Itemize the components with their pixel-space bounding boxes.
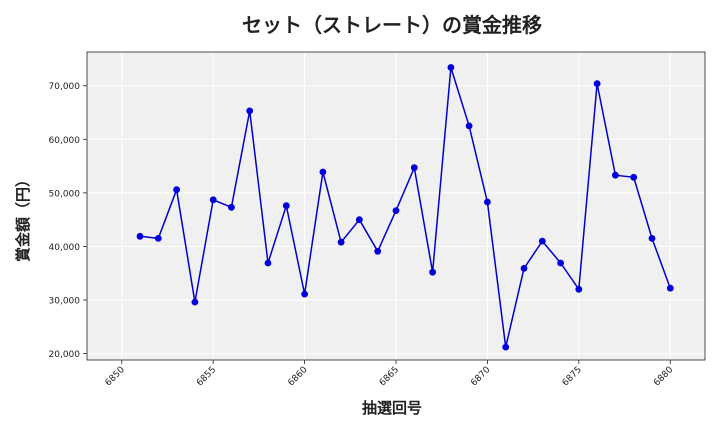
data-point <box>447 64 455 71</box>
y-axis: 20,000 30,000 40,000 50,000 60,000 70,000 <box>49 82 87 360</box>
data-point <box>648 235 656 242</box>
data-point <box>209 196 217 204</box>
data-point <box>154 235 162 242</box>
y-tick-label: 50,000 <box>49 189 81 199</box>
y-axis-label: 賞金額（円） <box>14 172 32 262</box>
data-point <box>593 80 601 87</box>
y-tick-label: 40,000 <box>49 243 81 253</box>
data-point <box>484 198 491 206</box>
y-tick-label: 60,000 <box>49 136 81 146</box>
x-tick-label: 6880 <box>652 365 675 388</box>
data-point <box>630 173 638 181</box>
y-tick-label: 70,000 <box>49 82 81 92</box>
data-point <box>429 268 436 276</box>
data-point <box>502 343 510 351</box>
y-tick-label: 20,000 <box>49 350 81 360</box>
data-point <box>282 202 290 210</box>
x-tick-label: 6860 <box>286 365 309 388</box>
data-point <box>264 259 272 267</box>
data-point <box>575 285 583 293</box>
data-point <box>374 247 382 255</box>
data-point <box>191 298 199 306</box>
data-point <box>410 164 418 172</box>
data-point <box>538 237 546 245</box>
grid <box>87 52 705 360</box>
data-points <box>136 64 674 351</box>
x-tick-label: 6850 <box>104 365 127 388</box>
data-point <box>356 216 363 224</box>
x-axis: 6850 6855 6860 6865 6870 6875 6880 <box>104 360 676 388</box>
data-point <box>173 186 181 194</box>
data-point <box>319 168 327 176</box>
data-point <box>557 259 564 267</box>
y-tick-label: 30,000 <box>49 297 81 307</box>
chart-title: セット（ストレート）の賞金推移 <box>242 13 542 37</box>
data-point <box>136 232 144 240</box>
data-point <box>246 107 254 115</box>
x-tick-label: 6865 <box>378 365 401 388</box>
data-point <box>337 238 345 246</box>
data-point <box>520 265 528 272</box>
x-tick-label: 6875 <box>561 365 584 388</box>
data-point <box>301 290 308 298</box>
x-axis-label: 抽選回号 <box>362 399 422 417</box>
x-tick-label: 6855 <box>195 365 218 388</box>
data-point <box>612 171 619 179</box>
data-point <box>465 122 473 130</box>
x-tick-label: 6870 <box>469 365 492 388</box>
data-point <box>392 207 400 215</box>
data-point <box>666 284 674 292</box>
data-point <box>228 203 235 211</box>
